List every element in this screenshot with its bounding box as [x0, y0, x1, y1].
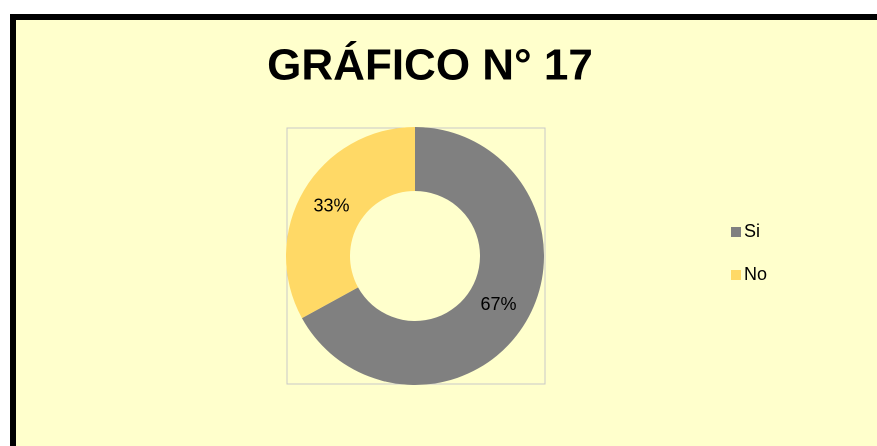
data-label: 67% — [480, 294, 516, 314]
legend-swatch — [731, 227, 741, 237]
legend-label: Si — [744, 221, 760, 241]
doughnut-slice — [286, 127, 415, 319]
chart-title: GRÁFICO N° 17 — [267, 40, 593, 90]
legend-label: No — [744, 264, 767, 284]
doughnut-slice — [301, 127, 545, 385]
data-label: 33% — [313, 195, 349, 215]
legend-swatch — [731, 270, 741, 280]
